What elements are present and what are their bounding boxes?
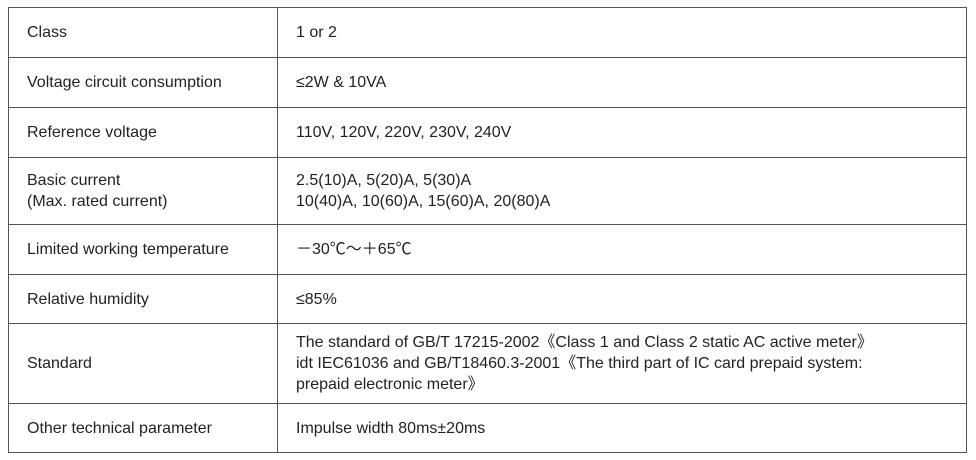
label-text: Limited working temperature	[27, 241, 229, 258]
param-value: ≤85%	[277, 274, 967, 324]
param-label: Voltage circuit consumption	[8, 57, 278, 108]
value-line: Impulse width 80ms±20ms	[296, 419, 486, 437]
table-row: Basic current (Max. rated current) 2.5(10)…	[8, 157, 967, 225]
value-line: 110V, 120V, 220V, 230V, 240V	[296, 124, 512, 141]
value-line: 2.5(10)A, 5(20)A, 5(30)A	[296, 172, 472, 189]
param-label: Reference voltage	[8, 107, 278, 158]
table-row: Voltage circuit consumption ≤2W & 10VA	[8, 57, 967, 108]
value-line: 10(40)A, 10(60)A, 15(60)A, 20(80)A	[296, 193, 551, 210]
label-text: Relative humidity	[27, 290, 149, 308]
table-row: Reference voltage 110V, 120V, 220V, 230V,…	[8, 107, 967, 158]
value-line: The standard of GB/T 17215-2002《Class 1 …	[296, 334, 873, 351]
label-text: Class	[27, 24, 68, 41]
param-value: Impulse width 80ms±20ms	[277, 403, 967, 453]
value-line: prepaid electronic meter》	[296, 376, 484, 393]
label-text: (Max. rated current)	[27, 193, 168, 210]
param-label: Class	[8, 7, 278, 58]
table-row: Standard The standard of GB/T 17215-2002《…	[8, 323, 967, 404]
value-line: idt IEC61036 and GB/T18460.3-2001《The th…	[296, 355, 863, 372]
param-label: Limited working temperature	[8, 224, 278, 275]
param-label: Other technical parameter	[8, 403, 278, 453]
label-text: Basic current	[27, 172, 121, 189]
param-value: 2.5(10)A, 5(20)A, 5(30)A 10(40)A, 10(60)A…	[277, 157, 967, 225]
param-value: －30℃～＋65℃	[277, 224, 967, 275]
param-value: The standard of GB/T 17215-2002《Class 1 …	[277, 323, 967, 404]
value-line: －30℃～＋65℃	[296, 241, 412, 258]
value-line: 1 or 2	[296, 24, 337, 41]
label-text: Reference voltage	[27, 124, 157, 141]
param-label: Basic current (Max. rated current)	[8, 157, 278, 225]
table-row: Other technical parameter Impulse width 8…	[8, 403, 967, 453]
param-value: ≤2W & 10VA	[277, 57, 967, 108]
value-line: ≤85%	[296, 290, 337, 308]
label-text: Voltage circuit consumption	[27, 74, 222, 91]
label-text: Other technical parameter	[27, 419, 212, 437]
param-value: 110V, 120V, 220V, 230V, 240V	[277, 107, 967, 158]
spec-table: Class 1 or 2 Voltage circuit consumption ≤2…	[8, 7, 967, 453]
param-label: Standard	[8, 323, 278, 404]
param-label: Relative humidity	[8, 274, 278, 324]
param-value: 1 or 2	[277, 7, 967, 58]
label-text: Standard	[27, 355, 92, 372]
table-row: Limited working temperature －30℃～＋65℃	[8, 224, 967, 275]
table-row: Class 1 or 2	[8, 7, 967, 58]
value-line: ≤2W & 10VA	[296, 74, 387, 91]
table-row: Relative humidity ≤85%	[8, 274, 967, 324]
